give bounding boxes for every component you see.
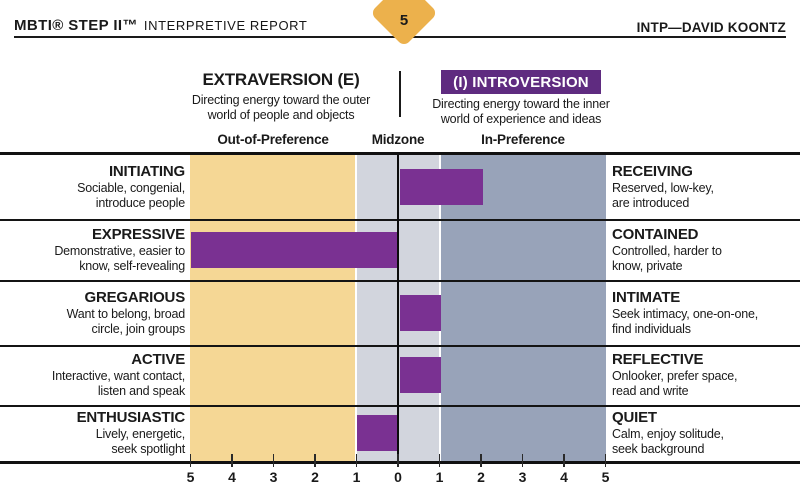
axis-label: 4: [228, 469, 236, 485]
axis-label: 1: [435, 469, 444, 485]
pole-divider: [399, 71, 401, 117]
facet-right-name: CONTAINED: [612, 225, 699, 243]
page-number: 5: [399, 12, 409, 29]
facet-right-desc: Onlooker, prefer space, read and write: [612, 369, 738, 398]
axis-tick: [272, 454, 275, 467]
axis-tick: [231, 454, 233, 467]
zone-header-in-preference: In-Preference: [481, 132, 565, 147]
facet-left-desc: Want to belong, broad circle, join group…: [66, 306, 186, 336]
facet-left-name: GREGARIOUS: [84, 288, 185, 306]
facet-row: EXPRESSIVE Demonstrative, easier to know…: [0, 219, 800, 280]
facet-row: INITIATING Sociable, congenial, introduc…: [0, 155, 800, 219]
facet-left-desc: Demonstrative, easier to know, self-reve…: [54, 243, 185, 273]
facet-left-name: ACTIVE: [131, 351, 185, 368]
facet-row: GREGARIOUS Want to belong, broad circle,…: [0, 280, 800, 345]
facet-row: ACTIVE Interactive, want contact, listen…: [0, 345, 800, 405]
axis-label: 4: [560, 469, 568, 485]
zone-header-out-of-preference: Out-of-Preference: [217, 132, 329, 147]
zone-out-of-preference-band: [190, 155, 356, 461]
facet-right-desc: Controlled, harder to know, private: [612, 243, 722, 273]
axis-tick: [189, 454, 192, 467]
pole-extraversion-title: EXTRAVERSION (E): [202, 70, 360, 89]
facet-right-desc: Reserved, low-key, are introduced: [612, 181, 714, 210]
axis-label: 2: [311, 469, 319, 485]
axis-tick: [604, 454, 607, 467]
facet-left-desc: Sociable, congenial, introduce people: [77, 181, 185, 210]
facet-right-name: REFLECTIVE: [612, 351, 704, 368]
zero-line: [396, 155, 399, 467]
facet-left-name: EXPRESSIVE: [91, 225, 185, 243]
person-name: INTP—DAVID KOONTZ: [636, 20, 786, 35]
facet-bar: [399, 169, 483, 205]
axis-label: 0: [394, 469, 402, 485]
facet-chart: INITIATING Sociable, congenial, introduc…: [0, 152, 800, 467]
axis-label: 3: [518, 469, 527, 485]
facet-bar: [399, 294, 441, 331]
zone-header-midzone: Midzone: [371, 132, 425, 147]
facet-left-name: ENTHUSIASTIC: [76, 409, 186, 426]
pole-introversion-desc: Directing energy toward the inner world …: [432, 97, 610, 126]
axis-label: 2: [477, 469, 485, 485]
axis-tick: [438, 454, 441, 467]
facet-right-name: QUIET: [612, 409, 657, 426]
axis-label: 5: [186, 469, 195, 485]
facet-right-name: INTIMATE: [612, 288, 681, 306]
facet-bar: [356, 415, 398, 451]
row-separator: [0, 219, 800, 221]
axis-tick: [480, 454, 482, 467]
axis-tick: [563, 454, 565, 467]
pole-extraversion: EXTRAVERSION (E) Directing energy toward…: [151, 70, 411, 123]
axis-tick: [521, 454, 524, 467]
facet-right-desc: Seek intimacy, one-on-one, find individu…: [612, 306, 759, 336]
axis-tick: [314, 454, 316, 467]
pole-introversion: (I) INTROVERSION Directing energy toward…: [411, 70, 631, 127]
report-title: MBTI® STEP II™ INTERPRETIVE REPORT: [14, 17, 307, 35]
row-separator: [0, 280, 800, 282]
facet-row: ENTHUSIASTIC Lively, energetic, seek spo…: [0, 405, 800, 461]
pole-introversion-title: (I) INTROVERSION: [441, 70, 601, 94]
facet-right-desc: Calm, enjoy solitude, seek background: [612, 427, 724, 456]
axis-label: 5: [601, 469, 610, 485]
axis-tick: [355, 454, 358, 467]
facet-bar: [399, 357, 441, 393]
row-separator: [0, 405, 800, 407]
axis-tick: [397, 454, 399, 467]
facet-right-name: RECEIVING: [612, 163, 693, 180]
report-brand: MBTI® STEP II™: [14, 17, 138, 34]
axis-label: 3: [269, 469, 278, 485]
axis-label: 1: [352, 469, 361, 485]
facet-left-name: INITIATING: [108, 163, 185, 180]
facet-left-desc: Lively, energetic, seek spotlight: [95, 427, 185, 456]
zone-in-preference-band: [440, 155, 606, 461]
pole-extraversion-desc: Directing energy toward the outer world …: [191, 93, 371, 122]
facet-bar: [190, 231, 398, 268]
zone-boundary-line: [354, 155, 357, 461]
row-separator: [0, 345, 800, 347]
report-title-rest: INTERPRETIVE REPORT: [143, 18, 308, 33]
facet-left-desc: Interactive, want contact, listen and sp…: [51, 369, 185, 398]
